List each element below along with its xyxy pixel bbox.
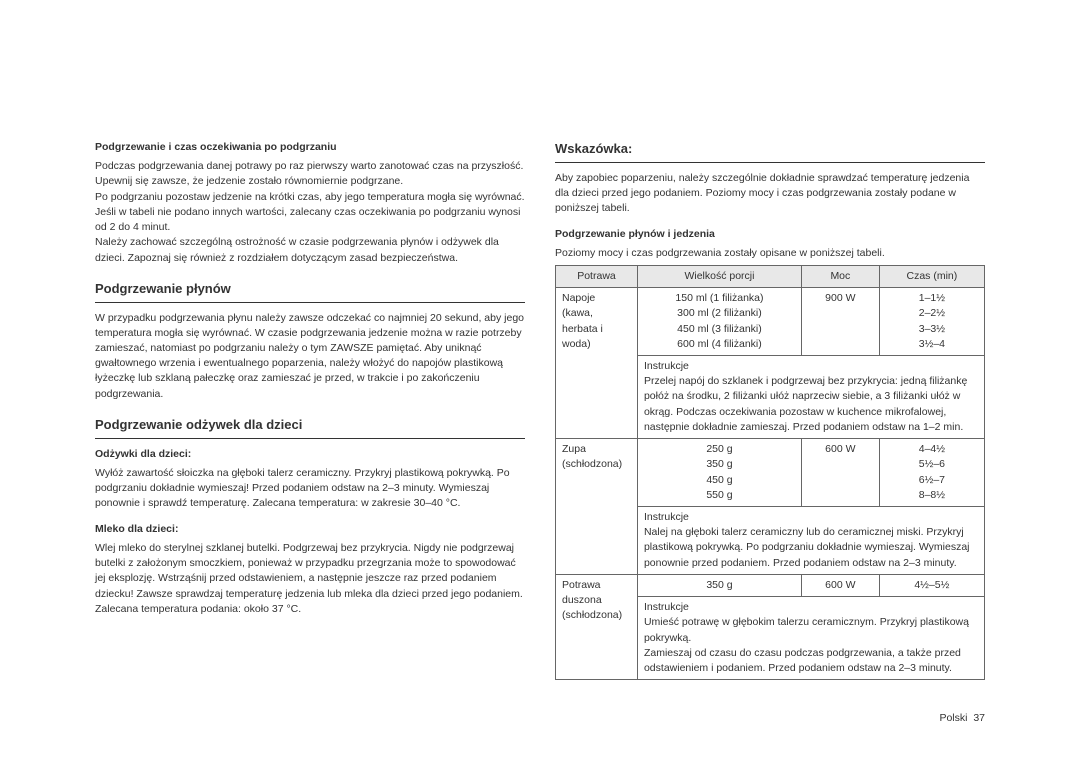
- instr-label: Instrukcje: [644, 601, 689, 613]
- instr-label: Instrukcje: [644, 511, 689, 523]
- table-title: Podgrzewanie płynów i jedzenia: [555, 227, 985, 242]
- instr-text: Nalej na głęboki talerz ceramiczny lub d…: [644, 526, 970, 568]
- cell-portion: 250 g 350 g 450 g 550 g: [637, 439, 801, 507]
- footer-lang: Polski: [939, 712, 967, 724]
- table-header-row: Potrawa Wielkość porcji Moc Czas (min): [556, 265, 985, 287]
- th-portion: Wielkość porcji: [637, 265, 801, 287]
- cell-dish: Potrawa duszona (schłodzona): [556, 574, 638, 679]
- th-dish: Potrawa: [556, 265, 638, 287]
- cell-instructions: Instrukcje Przelej napój do szklanek i p…: [637, 356, 984, 439]
- cell-portion: 150 ml (1 filiżanka) 300 ml (2 filiżanki…: [637, 288, 801, 356]
- cell-power: 600 W: [801, 439, 879, 507]
- table-row: Zupa (schłodzona) 250 g 350 g 450 g 550 …: [556, 439, 985, 507]
- table-row: Potrawa duszona (schłodzona) 350 g 600 W…: [556, 574, 985, 596]
- reheating-table: Potrawa Wielkość porcji Moc Czas (min) N…: [555, 265, 985, 680]
- cell-time: 4½–5½: [879, 574, 984, 596]
- sub-heading: Odżywki dla dzieci:: [95, 447, 525, 462]
- heading-tip: Wskazówka:: [555, 140, 985, 163]
- heading-baby: Podgrzewanie odżywek dla dzieci: [95, 416, 525, 439]
- instr-text: Przelej napój do szklanek i podgrzewaj b…: [644, 375, 967, 433]
- right-column: Wskazówka: Aby zapobiec poparzeniu, nale…: [555, 140, 985, 680]
- left-column: Podgrzewanie i czas oczekiwania po podgr…: [95, 140, 525, 680]
- th-power: Moc: [801, 265, 879, 287]
- cell-dish: Napoje (kawa, herbata i woda): [556, 288, 638, 439]
- cell-instructions: Instrukcje Umieść potrawę w głębokim tal…: [637, 597, 984, 680]
- cell-power: 600 W: [801, 574, 879, 596]
- paragraph: W przypadku podgrzewania płynu należy za…: [95, 311, 525, 402]
- cell-time: 4–4½ 5½–6 6½–7 8–8½: [879, 439, 984, 507]
- paragraph: Wlej mleko do sterylnej szklanej butelki…: [95, 541, 525, 617]
- th-time: Czas (min): [879, 265, 984, 287]
- heading-liquids: Podgrzewanie płynów: [95, 280, 525, 303]
- cell-time: 1–1½ 2–2½ 3–3½ 3½–4: [879, 288, 984, 356]
- sub-heading: Mleko dla dzieci:: [95, 522, 525, 537]
- table-intro: Poziomy mocy i czas podgrzewania zostały…: [555, 246, 985, 261]
- paragraph: Aby zapobiec poparzeniu, należy szczegól…: [555, 171, 985, 217]
- cell-portion: 350 g: [637, 574, 801, 596]
- cell-power: 900 W: [801, 288, 879, 356]
- instr-text: Umieść potrawę w głębokim talerzu cerami…: [644, 616, 969, 674]
- paragraph: Podczas podgrzewania danej potrawy po ra…: [95, 159, 525, 266]
- cell-instructions: Instrukcje Nalej na głęboki talerz ceram…: [637, 507, 984, 575]
- cell-dish: Zupa (schłodzona): [556, 439, 638, 575]
- footer-page: 37: [973, 712, 985, 724]
- section-heading: Podgrzewanie i czas oczekiwania po podgr…: [95, 140, 525, 155]
- paragraph: Wyłóż zawartość słoiczka na głęboki tale…: [95, 466, 525, 512]
- instr-label: Instrukcje: [644, 360, 689, 372]
- table-row: Napoje (kawa, herbata i woda) 150 ml (1 …: [556, 288, 985, 356]
- page-footer: Polski 37: [939, 711, 985, 726]
